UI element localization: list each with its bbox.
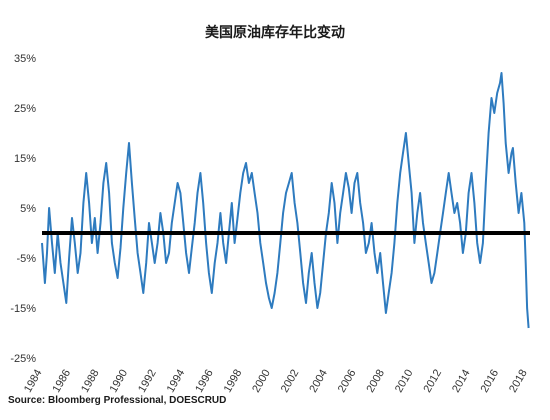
y-axis: 35% 25% 15% 5% -5% -15% -25% (10, 53, 36, 365)
x-tick-label: 1992 (136, 368, 159, 395)
x-tick-label: 1990 (108, 368, 131, 395)
x-tick-label: 2010 (393, 368, 416, 395)
x-tick-label: 1994 (165, 368, 188, 395)
x-tick-label: 2014 (450, 368, 473, 395)
x-tick-label: 2004 (307, 368, 330, 395)
y-tick-label: -5% (16, 253, 36, 265)
series-group (41, 72, 530, 329)
chart-title: 美国原油库存年比变动 (205, 25, 345, 41)
x-tick-label: 2008 (364, 368, 387, 395)
x-tick-label: 1996 (193, 368, 216, 395)
y-tick-label: 35% (14, 53, 36, 65)
x-tick-label: 2006 (336, 368, 359, 395)
x-tick-label: 2002 (279, 368, 302, 395)
x-tick-label: 2018 (507, 368, 530, 395)
x-tick-label: 2000 (250, 368, 273, 395)
y-tick-label: 15% (14, 153, 36, 165)
x-tick-label: 1998 (222, 368, 245, 395)
series-line (41, 72, 530, 329)
x-tick-label: 1984 (22, 368, 45, 395)
source-note: Source: Bloomberg Professional, DOESCRUD (8, 395, 227, 406)
x-tick-label: 1986 (51, 368, 74, 395)
x-tick-label: 1988 (79, 368, 102, 395)
y-tick-label: -15% (10, 303, 36, 315)
y-tick-label: -25% (10, 353, 36, 365)
x-tick-label: 2016 (479, 367, 502, 394)
y-tick-label: 5% (20, 203, 36, 215)
x-tick-label: 2012 (421, 368, 444, 395)
y-tick-label: 25% (14, 103, 36, 115)
x-axis: 1984 1986 1988 1990 1992 1994 1996 1998 2000 2002… (22, 367, 530, 394)
